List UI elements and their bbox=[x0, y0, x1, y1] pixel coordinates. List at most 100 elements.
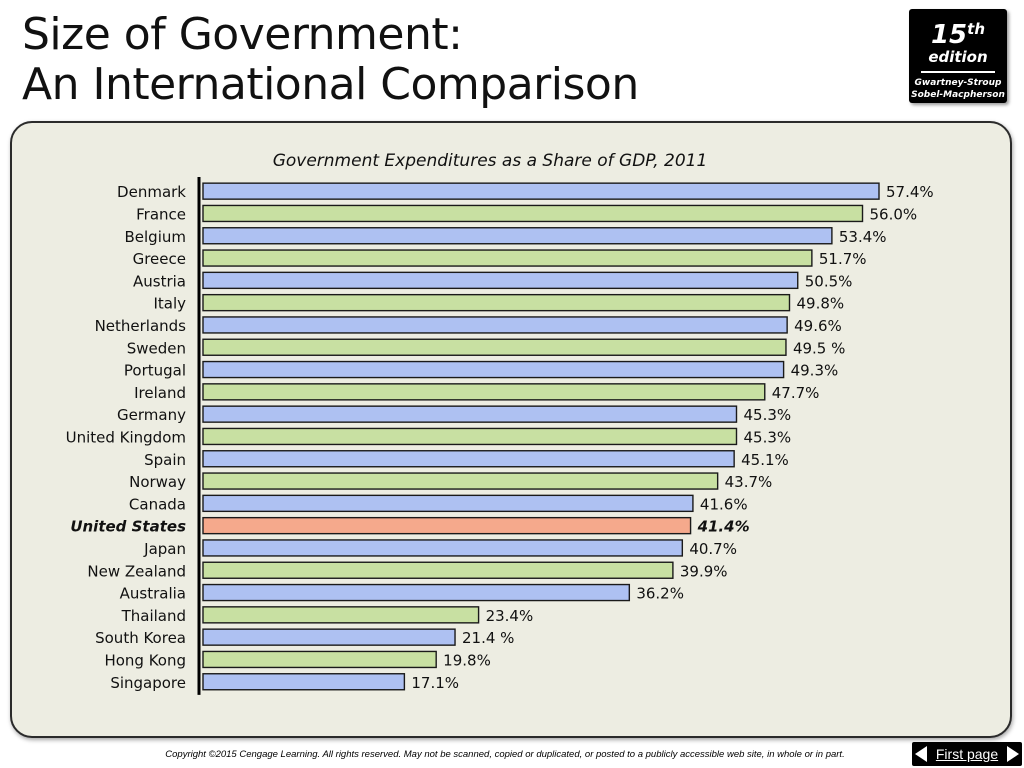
bar bbox=[202, 293, 791, 312]
bar bbox=[202, 383, 766, 401]
value-label: 45.1% bbox=[741, 451, 789, 469]
value-label: 40.7% bbox=[689, 540, 737, 558]
value-label: 41.4% bbox=[697, 518, 750, 536]
bar-row: Ireland 47.7% bbox=[134, 383, 820, 402]
first-page-button[interactable]: First page bbox=[912, 742, 1022, 766]
bar bbox=[202, 606, 480, 624]
value-label: 21.4 % bbox=[462, 629, 514, 647]
value-label: 45.3% bbox=[743, 406, 791, 424]
category-label: Portugal bbox=[124, 362, 186, 380]
bar bbox=[202, 271, 799, 290]
slide-title: Size of Government: An International Com… bbox=[22, 10, 639, 110]
bar-chart: Government Expenditures as a Share of GD… bbox=[66, 151, 934, 695]
category-label: Belgium bbox=[125, 228, 187, 246]
bar bbox=[202, 249, 813, 267]
value-label: 49.5 % bbox=[793, 339, 845, 357]
bar-row: Austria 50.5% bbox=[133, 271, 853, 290]
edition-authors-line-1: Gwartney-Stroup bbox=[914, 78, 1002, 88]
arrow-right-icon bbox=[1007, 746, 1019, 762]
category-label: Austria bbox=[133, 272, 186, 290]
first-page-label: First page bbox=[935, 746, 999, 762]
category-label: Singapore bbox=[110, 674, 186, 692]
bar bbox=[202, 539, 684, 557]
edition-number-suffix: th bbox=[967, 20, 986, 38]
value-label: 43.7% bbox=[725, 473, 773, 491]
category-label: Canada bbox=[129, 495, 186, 513]
bar bbox=[202, 516, 692, 535]
category-label: Thailand bbox=[121, 607, 186, 625]
bar-row: Denmark 57.4% bbox=[117, 182, 934, 201]
bar-row: Belgium 53.4% bbox=[125, 227, 887, 246]
bar-row: Italy 49.8% bbox=[153, 293, 844, 313]
bar bbox=[202, 316, 788, 334]
value-label: 49.3% bbox=[791, 362, 839, 380]
category-label: Italy bbox=[153, 295, 186, 313]
edition-word: edition bbox=[928, 48, 988, 66]
value-label: 50.5% bbox=[805, 272, 853, 290]
category-label: United States bbox=[70, 518, 186, 536]
bar bbox=[202, 628, 456, 646]
bar-row: Netherlands 49.6% bbox=[95, 316, 842, 335]
value-label: 47.7% bbox=[772, 384, 820, 402]
value-label: 51.7% bbox=[819, 250, 867, 268]
bar bbox=[202, 427, 738, 446]
bar-row: Portugal 49.3% bbox=[124, 360, 839, 380]
bar bbox=[202, 182, 880, 200]
value-label: 49.8% bbox=[796, 295, 844, 313]
bar-row: Australia 36.2% bbox=[120, 583, 684, 603]
chart-panel: Government Expenditures as a Share of GD… bbox=[10, 121, 1012, 738]
bar bbox=[202, 472, 719, 490]
edition-number: 15th bbox=[909, 15, 1007, 49]
category-label: Japan bbox=[143, 540, 186, 558]
edition-authors-line-2: Sobel-Macpherson bbox=[911, 90, 1005, 100]
value-label: 39.9% bbox=[680, 562, 728, 580]
bar-row: Spain 45.1% bbox=[144, 450, 789, 469]
bar bbox=[202, 405, 738, 423]
value-label: 45.3% bbox=[743, 428, 791, 446]
category-label: Netherlands bbox=[95, 317, 187, 335]
value-label: 19.8% bbox=[443, 651, 491, 669]
category-label: United Kingdom bbox=[66, 428, 186, 446]
bar-row: Canada 41.6% bbox=[129, 494, 748, 513]
value-label: 57.4% bbox=[886, 183, 934, 201]
bar bbox=[202, 561, 674, 579]
bar bbox=[202, 494, 694, 513]
bar bbox=[202, 650, 437, 669]
edition-divider bbox=[921, 71, 995, 73]
bar-row: Sweden 49.5 % bbox=[127, 338, 845, 357]
bar-row: United States 41.4% bbox=[70, 516, 750, 536]
value-label: 56.0% bbox=[870, 205, 918, 223]
bar bbox=[202, 338, 787, 356]
value-label: 49.6% bbox=[794, 317, 842, 335]
slide-title-line-2: An International Comparison bbox=[22, 59, 639, 110]
category-label: Spain bbox=[144, 451, 186, 469]
bar bbox=[202, 450, 735, 468]
category-label: Greece bbox=[133, 250, 186, 268]
bar-row: Hong Kong 19.8% bbox=[104, 650, 491, 669]
bar-row: New Zealand 39.9% bbox=[87, 561, 728, 580]
value-label: 17.1% bbox=[411, 674, 459, 692]
bar bbox=[202, 673, 406, 691]
value-label: 41.6% bbox=[700, 495, 748, 513]
bar-row: Greece 51.7% bbox=[133, 249, 867, 268]
bar-row: South Korea 21.4 % bbox=[95, 628, 514, 647]
edition-badge: 15th edition Gwartney-Stroup Sobel-Macph… bbox=[909, 9, 1007, 103]
bar-row: Japan 40.7% bbox=[143, 539, 737, 558]
edition-number-value: 15 bbox=[930, 20, 968, 50]
category-label: Hong Kong bbox=[104, 651, 186, 669]
bar bbox=[202, 583, 631, 602]
category-label: Australia bbox=[120, 585, 186, 603]
category-label: Ireland bbox=[134, 384, 186, 402]
bar-row: Germany 45.3% bbox=[117, 405, 791, 424]
category-label: Sweden bbox=[127, 339, 186, 357]
bar bbox=[202, 227, 833, 245]
value-label: 53.4% bbox=[839, 228, 887, 246]
bar bbox=[202, 204, 864, 223]
bar-row: Norway 43.7% bbox=[129, 472, 773, 491]
bar-row: Thailand 23.4% bbox=[121, 606, 534, 625]
bar-row: Singapore 17.1% bbox=[110, 673, 459, 692]
chart-title: Government Expenditures as a Share of GD… bbox=[273, 151, 708, 171]
value-label: 36.2% bbox=[636, 585, 684, 603]
value-label: 23.4% bbox=[486, 607, 534, 625]
slide-title-line-1: Size of Government: bbox=[22, 9, 463, 60]
